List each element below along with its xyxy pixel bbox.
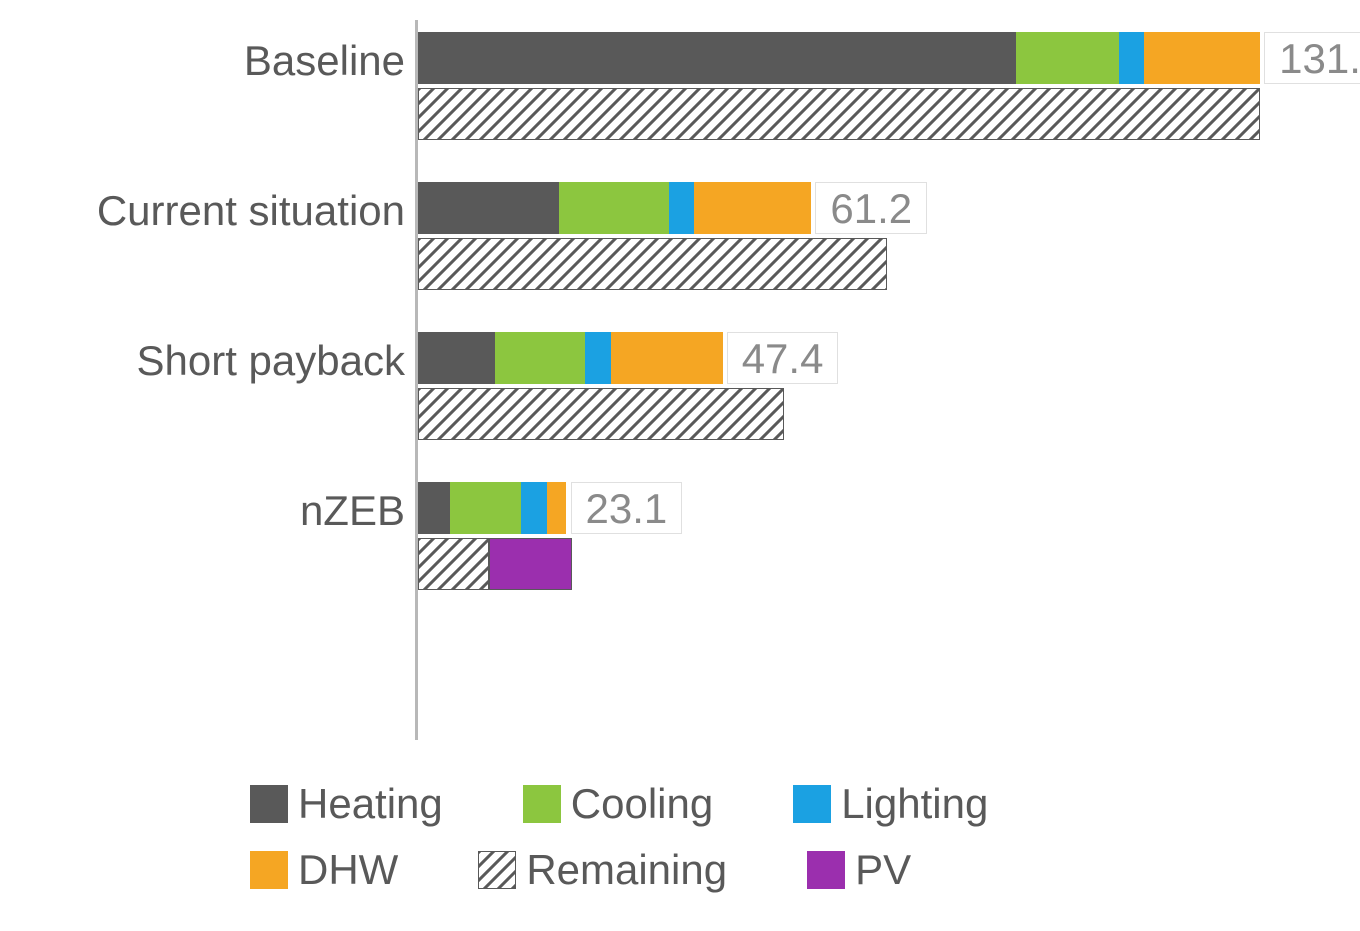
legend-label: Cooling [571, 780, 713, 828]
legend-swatch [250, 785, 288, 823]
legend-label: Lighting [841, 780, 988, 828]
plot-area: 131.061.247.423.1 [415, 20, 1325, 740]
bar-segment-lighting [521, 482, 547, 534]
category-label: Short payback [35, 338, 405, 384]
bar-segment-remaining [418, 538, 489, 590]
bar-total-label: 47.4 [727, 332, 839, 384]
bar-segment-heating [418, 32, 1016, 84]
bar-segment-pv [489, 538, 573, 590]
energy-bar-chart: 131.061.247.423.1 BaselineCurrent situat… [35, 20, 1325, 740]
legend-item-pv: PV [807, 846, 911, 894]
bar-segment-dhw [547, 482, 567, 534]
bar-segment-lighting [1119, 32, 1145, 84]
legend-item-dhw: DHW [250, 846, 398, 894]
legend-item-cooling: Cooling [523, 780, 713, 828]
bar-segment-lighting [669, 182, 695, 234]
legend-item-lighting: Lighting [793, 780, 988, 828]
legend-label: Remaining [526, 846, 727, 894]
bar-total-label: 23.1 [571, 482, 683, 534]
bar-segment-cooling [559, 182, 668, 234]
legend-label: DHW [298, 846, 398, 894]
bar-segment-cooling [450, 482, 521, 534]
bar-segment-cooling [1016, 32, 1119, 84]
legend-swatch [807, 851, 845, 889]
bar-total-label: 61.2 [815, 182, 927, 234]
legend-row: DHW Remaining PV [250, 846, 1250, 894]
bar-segment-dhw [1144, 32, 1260, 84]
bar-segment-dhw [611, 332, 723, 384]
chart-legend: Heating Cooling Lighting DHW Remaining PV [250, 780, 1250, 912]
legend-label: Heating [298, 780, 443, 828]
bar-segment-heating [418, 182, 559, 234]
bar-segment-remaining [418, 388, 784, 440]
legend-row: Heating Cooling Lighting [250, 780, 1250, 828]
bar-segment-heating [418, 332, 495, 384]
bar-total-label: 131.0 [1264, 32, 1360, 84]
bar-segment-heating [418, 482, 450, 534]
legend-swatch [478, 851, 516, 889]
bar-segment-remaining [418, 88, 1260, 140]
bar-segment-remaining [418, 238, 887, 290]
legend-swatch [793, 785, 831, 823]
legend-item-remaining: Remaining [478, 846, 727, 894]
category-label: Baseline [35, 38, 405, 84]
legend-swatch [523, 785, 561, 823]
legend-item-heating: Heating [250, 780, 443, 828]
legend-label: PV [855, 846, 911, 894]
category-label: nZEB [35, 488, 405, 534]
bar-segment-cooling [495, 332, 585, 384]
category-label: Current situation [35, 188, 405, 234]
bar-segment-dhw [694, 182, 811, 234]
legend-swatch [250, 851, 288, 889]
bar-segment-lighting [585, 332, 611, 384]
